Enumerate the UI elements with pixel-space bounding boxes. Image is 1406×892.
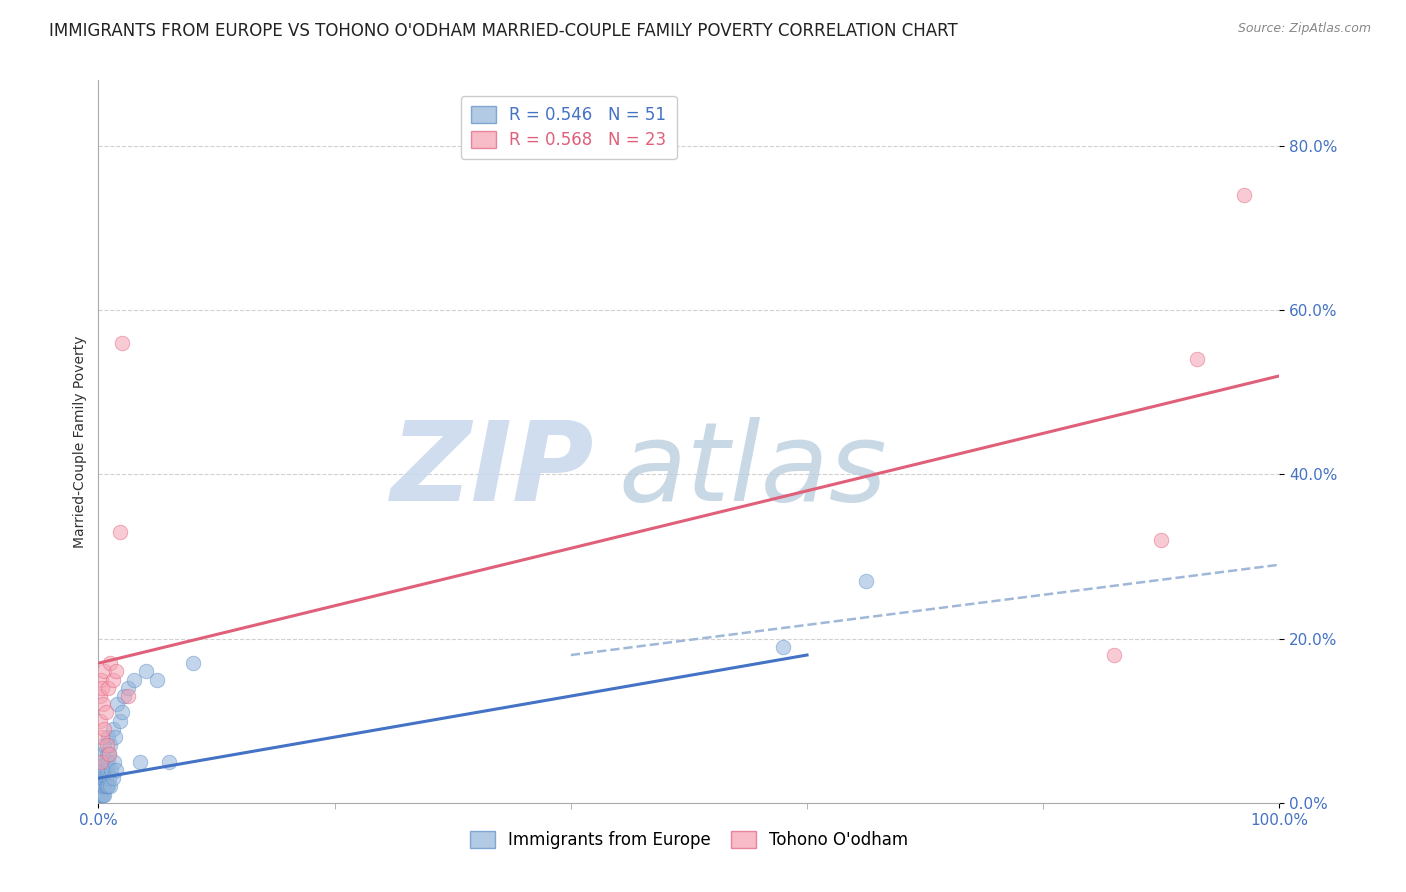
Point [90,788,112,802]
Point [91,755,114,769]
Point [98,771,121,785]
Point [101,771,124,785]
Point [91,788,114,802]
Point [103,755,125,769]
Point [104,730,127,744]
Text: IMMIGRANTS FROM EUROPE VS TOHONO O'ODHAM MARRIED-COUPLE FAMILY POVERTY CORRELATI: IMMIGRANTS FROM EUROPE VS TOHONO O'ODHAM… [49,22,957,40]
Point [93,763,115,777]
Point [91,780,114,794]
Point [101,722,124,736]
Point [91,771,114,785]
Point [98,657,121,671]
Point [105,698,128,712]
Point [94,706,117,720]
Point [108,714,131,728]
Point [91,780,114,794]
Legend: Immigrants from Europe, Tohono O'odham: Immigrants from Europe, Tohono O'odham [463,824,915,856]
Point [97,681,120,695]
Point [111,336,134,351]
Point [90,755,112,769]
Text: Source: ZipAtlas.com: Source: ZipAtlas.com [1237,22,1371,36]
Point [98,747,121,761]
Point [772,640,794,654]
Point [117,689,139,703]
Point [89,780,111,794]
Point [105,665,128,679]
Point [91,730,114,744]
Point [157,755,180,769]
Point [89,714,111,728]
Point [93,788,115,802]
Point [89,771,111,785]
Point [97,780,120,794]
Point [98,739,121,753]
Point [122,673,145,687]
Point [93,722,115,736]
Point [111,706,134,720]
Point [855,574,877,588]
Point [91,788,114,802]
Point [101,673,124,687]
Point [98,747,121,761]
Y-axis label: Married-Couple Family Poverty: Married-Couple Family Poverty [73,335,87,548]
Point [97,730,120,744]
Point [105,763,128,777]
Point [135,665,157,679]
Point [1150,533,1173,547]
Point [93,665,115,679]
Text: ZIP: ZIP [391,417,595,524]
Text: atlas: atlas [619,417,887,524]
Point [96,739,118,753]
Point [91,747,114,761]
Point [93,780,115,794]
Point [90,763,112,777]
Point [1233,188,1256,202]
Point [97,755,120,769]
Point [128,755,150,769]
Point [117,681,139,695]
Point [90,780,112,794]
Point [89,689,111,703]
Point [1185,352,1208,367]
Point [96,763,118,777]
Point [91,698,114,712]
Point [146,673,169,687]
Point [93,739,115,753]
Point [89,788,111,802]
Point [108,524,131,539]
Point [94,755,117,769]
Point [90,673,112,687]
Point [98,780,121,794]
Point [91,771,114,785]
Point [112,689,135,703]
Point [96,780,118,794]
Point [91,681,114,695]
Point [90,771,112,785]
Point [181,657,204,671]
Point [96,747,118,761]
Point [94,780,117,794]
Point [94,771,117,785]
Point [1102,648,1125,662]
Point [100,763,122,777]
